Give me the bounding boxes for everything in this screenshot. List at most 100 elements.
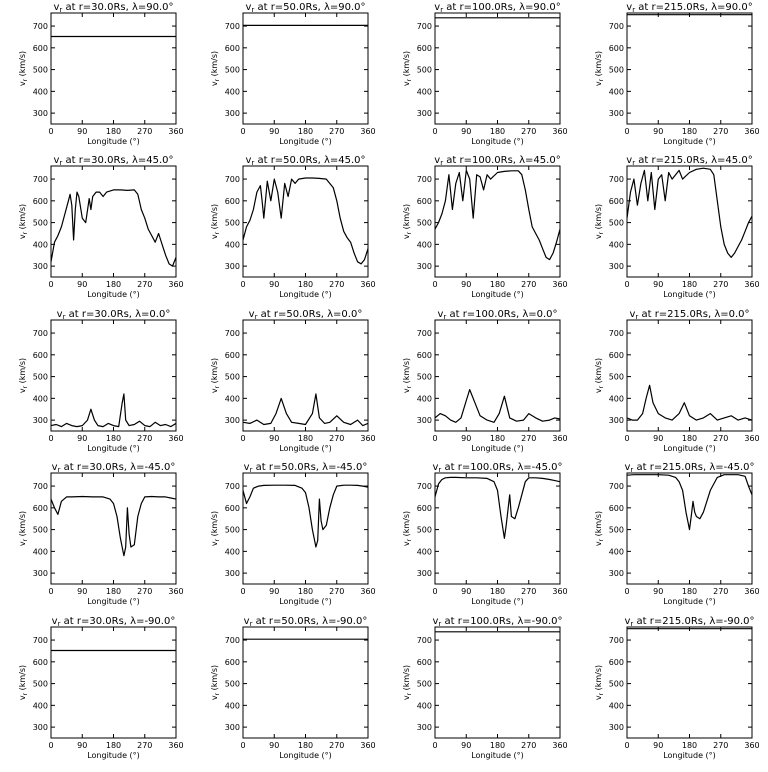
chart-panel: vr at r=100.0Rs, λ=-45.0° 0 90 180 270 360 300… xyxy=(402,462,568,606)
y-tick-label: 300 xyxy=(33,569,48,578)
panel-title: vr at r=50.0Rs, λ=0.0° xyxy=(249,309,363,321)
y-tick-label: 400 xyxy=(609,87,624,96)
x-tick-label: 90 xyxy=(461,741,471,750)
x-axis-label: Longitude (°) xyxy=(279,137,332,146)
y-tick-label: 600 xyxy=(417,351,432,360)
y-tick-label: 400 xyxy=(609,394,624,403)
y-tick-label: 300 xyxy=(225,262,240,271)
y-axis-label: vr (km/s) xyxy=(210,51,221,86)
y-tick-label: 500 xyxy=(609,66,624,75)
x-axis-label: Longitude (°) xyxy=(663,751,716,760)
x-tick-label: 360 xyxy=(744,587,759,596)
x-tick-label: 0 xyxy=(48,741,53,750)
chart-panel: vr at r=100.0Rs, λ=90.0° 0 90 180 270 360 300 4… xyxy=(402,2,568,146)
panel-title: vr at r=50.0Rs, λ=-45.0° xyxy=(244,462,368,474)
chart-panel: vr at r=50.0Rs, λ=0.0° 0 90 180 270 360 300 400… xyxy=(210,309,376,453)
chart-panel: vr at r=100.0Rs, λ=45.0° 0 90 180 270 360 300 4… xyxy=(402,155,568,299)
plot-frame xyxy=(242,12,369,125)
panel-title: vr at r=30.0Rs, λ=-45.0° xyxy=(52,462,176,474)
series-line xyxy=(243,177,368,265)
x-tick-label: 180 xyxy=(298,741,313,750)
x-tick-label: 180 xyxy=(682,434,697,443)
y-tick-label: 500 xyxy=(225,526,240,535)
x-tick-label: 90 xyxy=(461,280,471,289)
chart-panel: vr at r=30.0Rs, λ=-45.0° 0 90 180 270 360 300 4… xyxy=(18,462,184,606)
x-tick-label: 270 xyxy=(521,280,536,289)
x-tick-label: 180 xyxy=(106,587,121,596)
y-tick-label: 600 xyxy=(417,504,432,513)
x-tick-label: 90 xyxy=(653,587,663,596)
chart-panel: vr at r=100.0Rs, λ=-90.0° 0 90 180 270 360 300… xyxy=(402,616,568,760)
y-tick-label: 700 xyxy=(33,482,48,491)
y-tick-label: 500 xyxy=(225,219,240,228)
x-tick-label: 0 xyxy=(240,741,245,750)
x-tick-label: 360 xyxy=(168,127,183,136)
x-tick-label: 360 xyxy=(744,127,759,136)
y-tick-label: 700 xyxy=(225,636,240,645)
y-tick-label: 400 xyxy=(33,701,48,710)
y-tick-label: 500 xyxy=(33,66,48,75)
x-tick-label: 0 xyxy=(48,280,53,289)
y-tick-label: 400 xyxy=(225,87,240,96)
x-tick-label: 270 xyxy=(521,741,536,750)
y-tick-label: 700 xyxy=(225,175,240,184)
y-axis-label: vr (km/s) xyxy=(594,358,605,393)
x-axis-label: Longitude (°) xyxy=(471,290,524,299)
x-tick-label: 270 xyxy=(137,741,152,750)
y-tick-label: 400 xyxy=(609,240,624,249)
x-axis-label: Longitude (°) xyxy=(663,444,716,453)
y-tick-label: 300 xyxy=(609,262,624,271)
chart-panel: vr at r=215.0Rs, λ=90.0° 0 90 180 270 360 300 4… xyxy=(594,2,760,146)
y-axis-label: vr (km/s) xyxy=(18,665,29,700)
y-tick-label: 500 xyxy=(609,680,624,689)
x-tick-label: 360 xyxy=(360,434,375,443)
x-tick-label: 360 xyxy=(744,434,759,443)
y-tick-label: 600 xyxy=(33,197,48,206)
y-axis-label: vr (km/s) xyxy=(18,204,29,239)
y-axis-label: vr (km/s) xyxy=(402,204,413,239)
y-tick-label: 300 xyxy=(33,416,48,425)
y-tick-label: 600 xyxy=(225,658,240,667)
x-tick-label: 90 xyxy=(653,741,663,750)
y-tick-label: 400 xyxy=(225,547,240,556)
chart-panel: vr at r=50.0Rs, λ=45.0° 0 90 180 270 360 300 40… xyxy=(210,155,376,299)
y-axis-label: vr (km/s) xyxy=(18,51,29,86)
y-tick-label: 600 xyxy=(225,351,240,360)
y-tick-label: 300 xyxy=(225,569,240,578)
x-tick-label: 0 xyxy=(240,127,245,136)
chart-panel: vr at r=215.0Rs, λ=-45.0° 0 90 180 270 360 300… xyxy=(594,462,760,606)
y-tick-label: 500 xyxy=(33,680,48,689)
plot-frame xyxy=(50,12,177,125)
plot-frame xyxy=(242,626,369,739)
y-tick-label: 500 xyxy=(609,526,624,535)
x-tick-label: 270 xyxy=(713,741,728,750)
x-tick-label: 0 xyxy=(624,741,629,750)
x-axis-label: Longitude (°) xyxy=(663,597,716,606)
x-tick-label: 360 xyxy=(168,280,183,289)
x-tick-label: 360 xyxy=(360,587,375,596)
x-tick-label: 90 xyxy=(461,434,471,443)
y-tick-label: 700 xyxy=(609,482,624,491)
x-tick-label: 270 xyxy=(713,280,728,289)
y-axis-label: vr (km/s) xyxy=(210,665,221,700)
y-tick-label: 700 xyxy=(609,329,624,338)
panel-title: vr at r=215.0Rs, λ=45.0° xyxy=(626,155,752,167)
y-tick-label: 600 xyxy=(225,504,240,513)
x-axis-label: Longitude (°) xyxy=(279,444,332,453)
y-tick-label: 300 xyxy=(417,262,432,271)
x-tick-label: 0 xyxy=(240,280,245,289)
y-tick-label: 600 xyxy=(33,504,48,513)
plot-frame xyxy=(434,626,561,739)
x-axis-label: Longitude (°) xyxy=(87,597,140,606)
x-tick-label: 90 xyxy=(269,434,279,443)
series-line xyxy=(435,169,560,261)
x-tick-label: 0 xyxy=(432,741,437,750)
chart-panel: vr at r=215.0Rs, λ=45.0° 0 90 180 270 360 300 4… xyxy=(594,155,760,299)
y-axis-label: vr (km/s) xyxy=(594,511,605,546)
x-tick-label: 180 xyxy=(490,741,505,750)
x-tick-label: 180 xyxy=(490,280,505,289)
x-tick-label: 180 xyxy=(490,127,505,136)
y-tick-label: 700 xyxy=(609,636,624,645)
x-tick-label: 180 xyxy=(490,587,505,596)
y-tick-label: 300 xyxy=(609,109,624,118)
